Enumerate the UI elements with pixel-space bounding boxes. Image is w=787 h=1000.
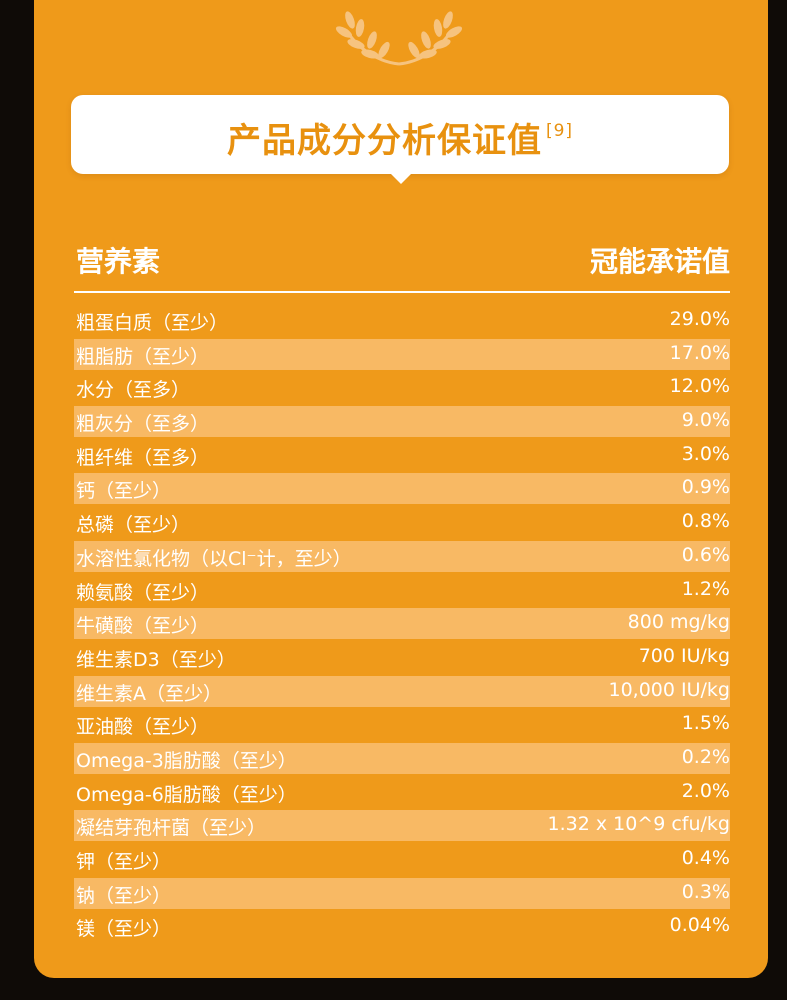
nutrient-value: 0.2% [681, 745, 730, 768]
table-row: 粗灰分（至多） 9.0% [74, 406, 730, 438]
nutrient-value: 9.0% [681, 409, 730, 432]
nutrient-value: 10,000 IU/kg [608, 678, 731, 701]
nutrient-name: 粗蛋白质（至少） [76, 312, 229, 334]
nutrient-value: 3.0% [681, 442, 730, 465]
nutrient-name: 维生素A（至少） [76, 682, 222, 705]
nutrient-name: 钠（至少） [76, 884, 172, 907]
nutrient-name: 粗纤维（至多） [76, 446, 210, 469]
nutrient-name: 赖氨酸（至少） [76, 581, 210, 604]
nutrient-value: 1.5% [681, 712, 730, 735]
nutrient-name: 水溶性氯化物（以Cl⁻计，至少） [76, 547, 352, 570]
table-row: 粗蛋白质（至少） 29.0% [74, 305, 730, 336]
table-row: 牛磺酸（至少） 800 mg/kg [74, 608, 730, 640]
table-row: 维生素D3（至少） 700 IU/kg [74, 642, 730, 673]
nutrient-name: 牛磺酸（至少） [76, 615, 210, 638]
page-title: 产品成分分析保证值 [9] [71, 113, 729, 162]
table-row: 钙（至少） 0.9% [74, 473, 730, 505]
title-card-pointer [389, 172, 413, 184]
nutrient-name: 水分（至多） [76, 379, 191, 402]
header-divider [74, 291, 730, 293]
nutrient-name: 亚油酸（至少） [76, 716, 210, 739]
table-row: 粗脂肪（至少） 17.0% [74, 338, 730, 370]
nutrient-table: 粗蛋白质（至少） 29.0% 粗脂肪（至少） 17.0% 水分（至多） 12.0% 粗灰分（… [74, 305, 730, 945]
table-row: 凝结芽孢杆菌（至少） 1.32 x 10^9 cfu/kg [74, 810, 731, 842]
table-row: 维生素A（至少） 10,000 IU/kg [74, 675, 731, 707]
title-text: 产品成分分析保证值 [226, 121, 542, 161]
table-row: 亚油酸（至少） 1.5% [74, 709, 730, 740]
header-nutrient: 营养素 [76, 245, 161, 278]
table-row: 水分（至多） 12.0% [74, 372, 730, 403]
title-reference: [9] [545, 121, 574, 141]
nutrient-value: 29.0% [669, 308, 730, 330]
nutrient-value: 1.32 x 10^9 cfu/kg [547, 813, 731, 836]
nutrient-value: 700 IU/kg [638, 644, 730, 667]
table-row: Omega-6脂肪酸（至少） 2.0% [74, 777, 730, 808]
nutrient-name: 凝结芽孢杆菌（至少） [76, 817, 267, 840]
nutrient-value: 0.9% [681, 476, 730, 499]
table-row: 粗纤维（至多） 3.0% [74, 440, 730, 471]
wheat-laurel-icon [335, 11, 463, 66]
nutrient-value: 0.6% [681, 543, 730, 566]
table-row: 镁（至少） 0.04% [74, 911, 730, 942]
nutrient-value: 800 mg/kg [627, 611, 730, 634]
nutrient-name: 镁（至少） [76, 918, 172, 941]
nutrient-value: 2.0% [681, 779, 730, 802]
nutrient-value: 0.8% [681, 510, 730, 533]
nutrient-value: 1.2% [681, 577, 730, 600]
nutrient-value: 0.04% [669, 914, 730, 937]
nutrient-value: 0.4% [681, 847, 730, 869]
table-row: 总磷（至少） 0.8% [74, 507, 730, 538]
nutrient-value: 0.3% [681, 880, 730, 903]
nutrient-name: 维生素D3（至少） [76, 648, 236, 671]
nutrient-name: 总磷（至少） [76, 514, 191, 537]
table-row: 钠（至少） 0.3% [74, 877, 730, 909]
nutrient-name: 钙（至少） [76, 480, 172, 503]
nutrient-name: 粗脂肪（至少） [76, 345, 210, 368]
header-guaranteed-value: 冠能承诺值 [589, 245, 730, 278]
table-row: 水溶性氯化物（以Cl⁻计，至少） 0.6% [74, 540, 730, 572]
nutrient-name: Omega-3脂肪酸（至少） [76, 749, 297, 772]
title-card: 产品成分分析保证值 [9] [71, 95, 729, 174]
nutrient-value: 12.0% [669, 375, 730, 398]
table-row: Omega-3脂肪酸（至少） 0.2% [74, 742, 730, 774]
nutrition-panel: 产品成分分析保证值 [9] 营养素 冠能承诺值 粗蛋白质（至少） 29.0% 粗脂肪（… [34, 0, 768, 978]
nutrient-name: Omega-6脂肪酸（至少） [76, 783, 297, 806]
table-header: 营养素 冠能承诺值 [74, 238, 730, 282]
nutrient-name: 粗灰分（至多） [76, 413, 210, 436]
table-row: 钾（至少） 0.4% [74, 844, 730, 875]
table-row: 赖氨酸（至少） 1.2% [74, 575, 730, 606]
nutrient-value: 17.0% [669, 341, 730, 364]
nutrient-name: 钾（至少） [76, 851, 172, 873]
